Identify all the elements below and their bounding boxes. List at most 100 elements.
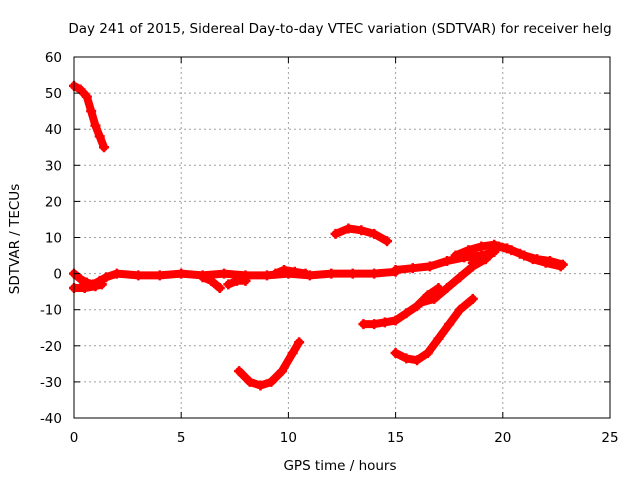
data-point — [424, 261, 435, 272]
data-point — [343, 223, 354, 234]
data-point — [79, 283, 90, 294]
data-point — [75, 274, 86, 285]
data-point — [133, 270, 144, 281]
chart-title: Day 241 of 2015, Sidereal Day-to-day VTE… — [68, 21, 611, 37]
data-point — [369, 268, 380, 279]
data-point — [86, 106, 97, 117]
data-point — [219, 268, 230, 279]
data-point — [379, 317, 390, 328]
data-point — [416, 297, 427, 308]
data-point — [390, 348, 401, 359]
series-arc-7 — [235, 338, 304, 390]
data-point — [279, 264, 290, 275]
data-point — [519, 250, 530, 261]
data-point — [99, 142, 110, 153]
data-point — [154, 270, 165, 281]
data-point — [206, 275, 217, 286]
data-point — [506, 245, 517, 256]
x-axis-label: GPS time / hours — [283, 458, 396, 474]
data-point — [390, 315, 401, 326]
data-point — [444, 319, 455, 330]
data-point — [422, 348, 433, 359]
y-tick-label: 60 — [45, 50, 62, 66]
y-tick-label: -20 — [40, 339, 62, 355]
data-point — [255, 380, 266, 391]
data-point — [266, 376, 277, 387]
data-point — [90, 281, 101, 292]
data-point — [101, 272, 112, 283]
data-point — [480, 254, 491, 265]
data-point — [240, 275, 251, 286]
y-tick-label: 30 — [45, 158, 62, 174]
data-point — [442, 255, 453, 266]
data-point — [176, 268, 187, 279]
data-point — [347, 268, 358, 279]
data-point — [412, 355, 423, 366]
data-point — [75, 84, 86, 95]
data-point — [214, 283, 225, 294]
data-point — [300, 268, 311, 279]
x-tick-label: 10 — [280, 430, 297, 446]
grid-layer — [74, 57, 610, 418]
data-point — [476, 241, 487, 252]
data-point — [401, 308, 412, 319]
x-tick-label: 15 — [387, 430, 404, 446]
data-point — [289, 266, 300, 277]
series-arc-6 — [271, 266, 310, 278]
data-point — [358, 319, 369, 330]
data-point — [234, 366, 245, 377]
data-point — [81, 91, 92, 102]
x-tick-label: 5 — [177, 430, 186, 446]
y-tick-label: 50 — [45, 86, 62, 102]
data-point — [270, 268, 281, 279]
data-point — [401, 353, 412, 364]
x-tick-label: 25 — [601, 430, 618, 446]
x-tick-label: 20 — [494, 430, 511, 446]
data-point — [369, 228, 380, 239]
data-point — [454, 304, 465, 315]
data-point — [450, 250, 461, 261]
data-point — [390, 264, 401, 275]
data-point — [197, 272, 208, 283]
y-tick-label: 20 — [45, 194, 62, 210]
data-point — [231, 275, 242, 286]
data-point — [382, 236, 393, 247]
data-point — [287, 348, 298, 359]
data-point — [244, 376, 255, 387]
y-tick-label: -40 — [40, 411, 62, 427]
data-point — [223, 279, 234, 290]
y-tick-label: -10 — [40, 303, 62, 319]
data-point — [463, 245, 474, 256]
series-layer — [69, 80, 568, 391]
data-point — [94, 131, 105, 142]
data-point — [294, 337, 305, 348]
y-tick-label: -30 — [40, 375, 62, 391]
y-tick-label: 10 — [45, 231, 62, 247]
data-point — [369, 319, 380, 330]
data-point — [276, 366, 287, 377]
data-point — [261, 270, 272, 281]
data-point — [356, 225, 367, 236]
data-point — [467, 257, 478, 268]
data-point — [493, 241, 504, 252]
data-point — [433, 333, 444, 344]
x-tick-label: 0 — [70, 430, 79, 446]
data-point — [429, 293, 440, 304]
data-point — [326, 268, 337, 279]
data-point — [96, 279, 107, 290]
data-point — [90, 120, 101, 131]
data-point — [544, 255, 555, 266]
data-point — [467, 293, 478, 304]
y-axis-label: SDTVAR / TECUs — [7, 184, 23, 294]
y-tick-label: 40 — [45, 122, 62, 138]
data-point — [557, 259, 568, 270]
data-point — [407, 263, 418, 274]
data-point — [111, 268, 122, 279]
data-point — [330, 228, 341, 239]
tick-layer: 0 5 10 15 20 25 -40 -30 -20 -10 0 10 20 30 40 50 60 — [40, 50, 619, 446]
y-tick-label: 0 — [53, 267, 62, 283]
data-point — [442, 283, 453, 294]
data-point — [454, 272, 465, 283]
data-point — [532, 254, 543, 265]
